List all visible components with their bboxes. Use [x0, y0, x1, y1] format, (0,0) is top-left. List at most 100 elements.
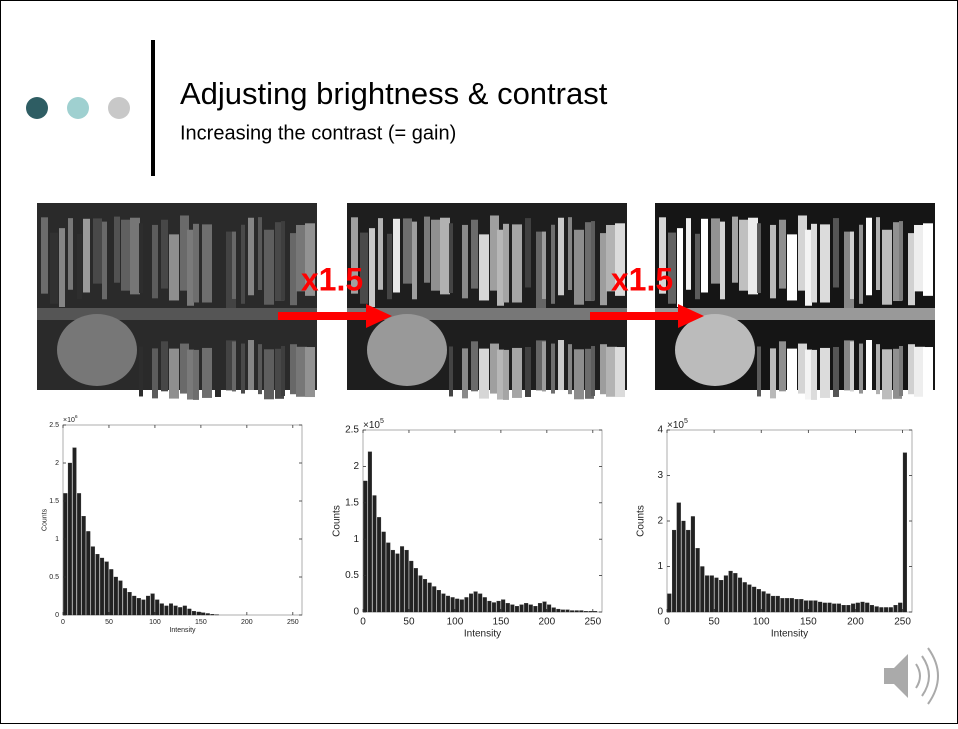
bar [128, 592, 132, 615]
bar [455, 599, 459, 612]
bar [691, 516, 695, 612]
book [591, 221, 595, 301]
cat [675, 314, 755, 386]
photo [347, 203, 627, 400]
book [882, 230, 892, 305]
bar [82, 516, 86, 615]
bar [169, 604, 173, 615]
book [169, 349, 179, 399]
divider [151, 40, 155, 176]
book [770, 348, 776, 398]
book [193, 350, 199, 400]
book [512, 348, 522, 398]
y-tick-label: 0.5 [49, 574, 59, 581]
book [424, 217, 430, 283]
x-tick-label: 50 [403, 617, 415, 628]
x-tick-label: 100 [447, 617, 464, 628]
book [600, 344, 607, 394]
x-tick-label: 100 [753, 617, 770, 628]
y-tick-label: 3 [657, 470, 663, 481]
book [787, 234, 797, 300]
y-tick-label: 1 [55, 536, 59, 543]
book [876, 344, 880, 394]
y-tick-label: 0.5 [345, 570, 359, 581]
bar [672, 530, 676, 612]
book [187, 230, 194, 306]
bar [155, 600, 159, 615]
bar [483, 597, 487, 612]
book [449, 346, 453, 396]
x-axis-label: Intensity [464, 629, 501, 640]
bar [515, 606, 519, 612]
bar [174, 606, 178, 615]
bar [724, 576, 728, 612]
dot [26, 97, 48, 119]
bar [105, 562, 109, 615]
y-tick-label: 1.5 [345, 497, 359, 508]
book [258, 344, 262, 394]
bar [432, 587, 436, 612]
bar [86, 531, 90, 615]
book [850, 341, 854, 391]
book [139, 223, 143, 293]
x-tick-label: 150 [493, 617, 510, 628]
bar [188, 609, 192, 615]
book [677, 228, 683, 307]
book [41, 217, 48, 293]
book [130, 218, 140, 295]
book [497, 230, 504, 306]
y-multiplier-base: ×10 [363, 420, 380, 431]
book [503, 350, 509, 400]
dot [108, 97, 130, 119]
bar [96, 554, 100, 615]
bar [419, 576, 423, 612]
bar [100, 558, 104, 615]
cat [57, 314, 137, 386]
bar [677, 503, 681, 612]
bar [795, 599, 799, 612]
book [393, 219, 400, 293]
y-tick-label: 1 [657, 561, 663, 572]
book [923, 347, 933, 397]
bar [547, 605, 551, 612]
bar [391, 550, 395, 612]
bar [77, 493, 81, 615]
bar [733, 573, 737, 612]
x-tick-label: 200 [847, 617, 864, 628]
bar [748, 585, 752, 612]
book [248, 340, 254, 390]
bar [368, 452, 372, 612]
bar [160, 604, 164, 615]
y-tick-label: 0 [353, 607, 359, 618]
book [193, 224, 199, 303]
bar [566, 610, 570, 612]
x-tick-label: 200 [539, 617, 556, 628]
dot [67, 97, 89, 119]
bar [437, 590, 441, 612]
arrow-shaft [590, 312, 680, 320]
bar [696, 548, 700, 612]
bar [478, 594, 482, 612]
bar [700, 567, 704, 613]
book [412, 222, 417, 300]
book [264, 349, 274, 399]
book [503, 224, 509, 303]
book [558, 218, 564, 296]
bar [520, 605, 524, 612]
bar [851, 604, 855, 612]
book [479, 234, 489, 300]
book [591, 346, 595, 396]
book [558, 340, 564, 390]
book [59, 228, 65, 307]
book [152, 225, 158, 298]
y-axis-label: Counts [332, 505, 343, 537]
bar [529, 605, 533, 612]
bar [752, 587, 756, 612]
book [264, 230, 274, 305]
book [471, 341, 478, 391]
book [805, 350, 812, 400]
bar [465, 597, 469, 612]
bar [879, 607, 883, 612]
book [241, 225, 245, 304]
